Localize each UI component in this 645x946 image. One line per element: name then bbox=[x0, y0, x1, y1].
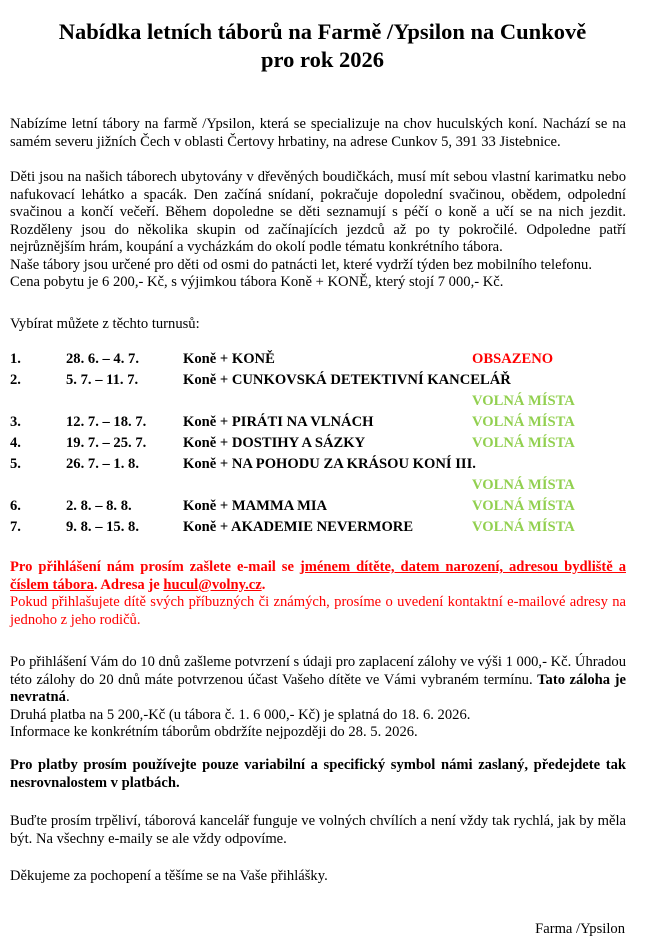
camp-dates: 19. 7. – 25. 7. bbox=[66, 435, 147, 451]
camp-status-row: VOLNÁ MÍSTA bbox=[10, 477, 630, 498]
camp-status: VOLNÁ MÍSTA bbox=[472, 498, 575, 514]
camp-number: 2. bbox=[10, 372, 21, 388]
patience-paragraph: Buďte prosím trpěliví, táborová kancelář… bbox=[10, 813, 626, 847]
camp-dates: 9. 8. – 15. 8. bbox=[66, 519, 139, 535]
registration-lead: Pro přihlášení nám prosím zašlete e-mail… bbox=[10, 559, 300, 575]
symbols-paragraph: Pro platby prosím používejte pouze varia… bbox=[10, 757, 626, 791]
camp-row: 4. 19. 7. – 25. 7. Koně + DOSTIHY A SÁZKY V… bbox=[10, 435, 630, 456]
price-text: Cena pobytu je 6 200,- Kč, s výjimkou tá… bbox=[10, 274, 504, 290]
camp-dates: 2. 8. – 8. 8. bbox=[66, 498, 132, 514]
camp-row: 5. 26. 7. – 1. 8. Koně + NA POHODU ZA KRÁS… bbox=[10, 456, 630, 477]
camp-number: 5. bbox=[10, 456, 21, 472]
details-text: Děti jsou na našich táborech ubytovány v… bbox=[10, 169, 626, 255]
camp-number: 3. bbox=[10, 414, 21, 430]
camp-name: Koně + PIRÁTI NA VLNÁCH bbox=[183, 414, 374, 430]
second-payment-text: Druhá platba na 5 200,-Kč (u tábora č. 1… bbox=[10, 706, 471, 723]
camp-number: 7. bbox=[10, 519, 21, 535]
page-title: Nabídka letních táborů na Farmě /Ypsilon… bbox=[0, 18, 645, 74]
choose-text: Vybírat můžete z těchto turnusů: bbox=[10, 316, 200, 332]
camp-name: Koně + MAMMA MIA bbox=[183, 498, 328, 514]
relatives-text: Pokud přihlašujete dítě svých příbuzných… bbox=[10, 594, 626, 628]
intro-paragraph: Nabízíme letní tábory na farmě /Ypsilon,… bbox=[10, 116, 626, 150]
email-link[interactable]: hucul@volny.cz bbox=[163, 576, 262, 593]
camp-number: 1. bbox=[10, 351, 21, 367]
camp-number: 6. bbox=[10, 498, 21, 514]
camp-name: Koně + AKADEMIE NEVERMORE bbox=[183, 519, 414, 535]
camp-name: Koně + DOSTIHY A SÁZKY bbox=[183, 435, 366, 451]
camp-row: 7. 9. 8. – 15. 8. Koně + AKADEMIE NEVERMOR… bbox=[10, 519, 630, 540]
camp-status: OBSAZENO bbox=[472, 351, 554, 367]
camp-number: 4. bbox=[10, 435, 21, 451]
payment-dot: . bbox=[65, 689, 70, 705]
details-paragraph: Děti jsou na našich táborech ubytovány v… bbox=[10, 169, 626, 292]
registration-paragraph: Pro přihlášení nám prosím zašlete e-mail… bbox=[10, 559, 626, 629]
registration-mid: . Adresa je bbox=[93, 576, 164, 593]
info-text: Informace ke konkrétním táborům obdržíte… bbox=[10, 724, 418, 740]
camp-row: 1. 28. 6. – 4. 7. Koně + KONĚ OBSAZENO bbox=[10, 351, 630, 372]
camp-dates: 28. 6. – 4. 7. bbox=[66, 351, 139, 367]
camp-row: 2. 5. 7. – 11. 7. Koně + CUNKOVSKÁ DETEKTI… bbox=[10, 372, 630, 393]
camp-name: Koně + KONĚ bbox=[183, 351, 275, 367]
camp-row: 6. 2. 8. – 8. 8. Koně + MAMMA MIA VOLNÁ MÍS… bbox=[10, 498, 630, 519]
camp-status: VOLNÁ MÍSTA bbox=[472, 414, 575, 430]
title-line-2: pro rok 2026 bbox=[261, 47, 384, 72]
payment-paragraph: Po přihlášení Vám do 10 dnů zašleme potv… bbox=[10, 654, 626, 742]
registration-required-info: jménem dítěte, datem narození, adresou b… bbox=[10, 559, 626, 593]
camp-dates: 26. 7. – 1. 8. bbox=[66, 456, 139, 472]
camp-status: VOLNÁ MÍSTA bbox=[472, 519, 575, 535]
camp-row: 3. 12. 7. – 18. 7. Koně + PIRÁTI NA VLNÁCH… bbox=[10, 414, 630, 435]
camp-status: VOLNÁ MÍSTA bbox=[472, 435, 575, 451]
camp-name: Koně + NA POHODU ZA KRÁSOU KONÍ III. bbox=[183, 456, 476, 472]
camp-dates: 12. 7. – 18. 7. bbox=[66, 414, 147, 430]
camp-status: VOLNÁ MÍSTA bbox=[472, 393, 575, 409]
signature: Farma /Ypsilon bbox=[535, 921, 625, 937]
camp-name: Koně + CUNKOVSKÁ DETEKTIVNÍ KANCELÁŘ bbox=[183, 372, 511, 388]
camp-dates: 5. 7. – 11. 7. bbox=[66, 372, 139, 388]
payment-text: Po přihlášení Vám do 10 dnů zašleme potv… bbox=[10, 654, 626, 688]
camp-status: VOLNÁ MÍSTA bbox=[472, 477, 575, 493]
nonrefundable-note: Tato záloha je nevratná bbox=[10, 671, 626, 706]
title-line-1: Nabídka letních táborů na Farmě /Ypsilon… bbox=[58, 19, 587, 44]
age-text: Naše tábory jsou určené pro děti od osmi… bbox=[10, 256, 592, 273]
camp-status-row: VOLNÁ MÍSTA bbox=[10, 393, 630, 414]
registration-end: . bbox=[261, 576, 266, 593]
thanks-paragraph: Děkujeme za pochopení a těšíme se na Vaš… bbox=[10, 868, 328, 884]
